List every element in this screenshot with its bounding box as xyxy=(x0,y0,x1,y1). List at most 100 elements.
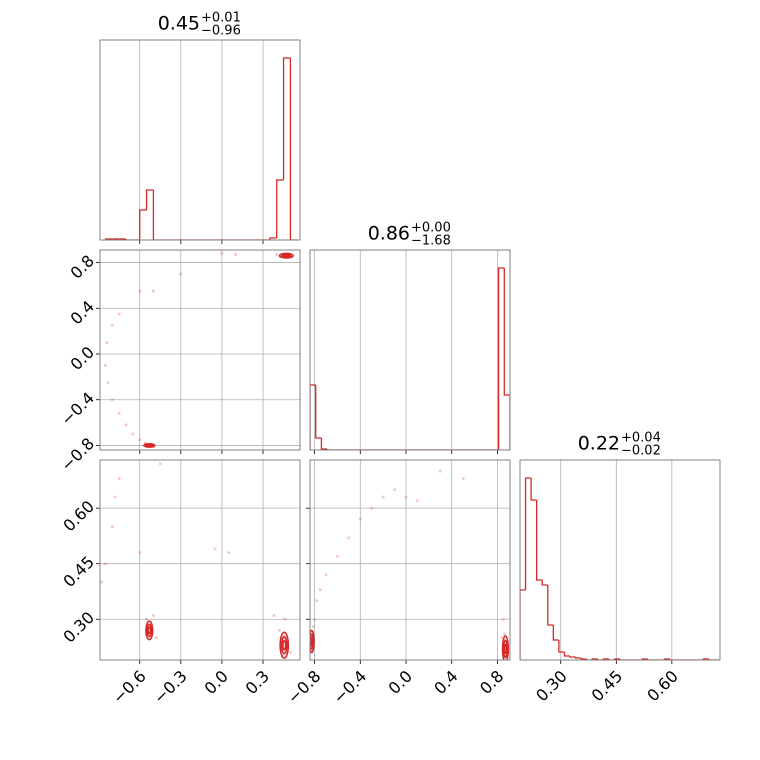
panel xyxy=(310,460,510,660)
sample-point xyxy=(393,488,397,492)
sample-point xyxy=(220,251,224,255)
density-contour xyxy=(283,254,290,258)
panel-frame xyxy=(309,459,511,661)
histogram-step xyxy=(503,268,510,450)
sample-point xyxy=(131,432,135,436)
panel xyxy=(100,250,300,450)
x-tick-label: 0.60 xyxy=(643,667,682,706)
sample-point xyxy=(315,599,319,603)
panel-frame xyxy=(309,249,511,451)
sample-point xyxy=(138,438,142,442)
panel-title: 0.22 xyxy=(578,433,620,455)
title-lower-error: −1.68 xyxy=(411,234,451,249)
sample-point xyxy=(501,617,505,621)
x-tick-label: −0.3 xyxy=(150,667,191,708)
histogram-step xyxy=(320,438,328,450)
sample-point xyxy=(145,617,149,621)
x-tick-label: 0.8 xyxy=(476,667,507,698)
y-tick-label: 0.8 xyxy=(67,251,98,282)
density-contour xyxy=(280,636,288,655)
title-upper-error: +0.01 xyxy=(201,11,241,26)
y-tick-label: 0.0 xyxy=(67,343,98,374)
sample-point xyxy=(138,551,142,555)
histogram-step xyxy=(139,209,147,240)
sample-point xyxy=(158,462,162,466)
density-contour xyxy=(503,643,508,655)
sample-point xyxy=(313,617,317,621)
histogram-step xyxy=(569,656,576,658)
sample-point xyxy=(277,628,281,632)
histogram-step xyxy=(282,57,291,180)
sample-point xyxy=(234,253,238,257)
panel xyxy=(520,460,720,660)
sample-point xyxy=(335,554,339,558)
sample-point xyxy=(110,323,114,327)
x-tick-label: 0.0 xyxy=(200,667,231,698)
sample-point xyxy=(110,398,114,402)
sample-point xyxy=(461,477,465,481)
sample-point xyxy=(502,632,506,636)
histogram-step xyxy=(152,190,161,240)
sample-point xyxy=(117,411,121,415)
histogram-step xyxy=(315,385,322,439)
sample-point xyxy=(404,495,408,499)
x-tick-label: 0.4 xyxy=(430,667,461,698)
histogram-step xyxy=(326,449,333,450)
histogram-step xyxy=(289,58,298,240)
panel xyxy=(310,250,510,450)
histogram-step xyxy=(669,659,676,660)
sample-point xyxy=(415,499,419,503)
histogram-step xyxy=(586,659,593,660)
title-upper-error: +0.00 xyxy=(411,221,451,236)
histogram-step xyxy=(647,659,654,660)
sample-point xyxy=(103,363,107,367)
sample-point xyxy=(347,536,351,540)
x-tick-label: 0.0 xyxy=(385,667,416,698)
panel-title: 0.86 xyxy=(368,223,410,245)
sample-point xyxy=(283,617,287,621)
x-tick-label: 0.30 xyxy=(532,667,571,706)
histogram-step xyxy=(547,585,554,626)
x-tick-label: 0.3 xyxy=(242,667,273,698)
sample-point xyxy=(154,636,158,640)
x-tick-label: 0.45 xyxy=(588,667,627,706)
histogram-step xyxy=(520,589,526,660)
sample-point xyxy=(227,551,231,555)
x-tick-label: −0.4 xyxy=(329,667,370,708)
histogram-step xyxy=(619,659,626,660)
histogram-step xyxy=(580,658,587,660)
sample-point xyxy=(117,312,121,316)
histogram-step xyxy=(563,652,570,657)
panel-frame xyxy=(519,459,721,661)
histogram-step xyxy=(269,237,277,240)
histogram-step xyxy=(558,640,565,653)
sample-point xyxy=(113,495,117,499)
sample-point xyxy=(106,381,110,385)
histogram-step xyxy=(608,659,615,660)
sample-point xyxy=(138,289,142,293)
sample-point xyxy=(100,580,103,584)
sample-point xyxy=(358,517,362,521)
density-contour xyxy=(310,636,314,647)
histogram-step xyxy=(708,659,715,660)
sample-point xyxy=(272,614,276,618)
density-contour xyxy=(502,639,509,659)
sample-point xyxy=(381,495,385,499)
sample-point xyxy=(124,423,128,427)
panel-frame xyxy=(99,249,301,451)
y-tick-label: 0.60 xyxy=(59,497,98,536)
histogram-step xyxy=(574,657,582,659)
sample-point xyxy=(103,562,107,566)
histogram-step xyxy=(276,179,284,238)
y-tick-label: −0.4 xyxy=(57,388,98,429)
sample-point xyxy=(105,341,109,345)
density-contour xyxy=(146,623,153,638)
title-lower-error: −0.96 xyxy=(201,24,241,39)
x-tick-label: −0.6 xyxy=(109,667,150,708)
histogram-step xyxy=(530,478,537,501)
sample-point xyxy=(151,289,155,293)
histogram-step xyxy=(125,239,133,240)
density-contour xyxy=(282,639,287,651)
histogram-step xyxy=(552,625,559,641)
sample-point xyxy=(288,651,292,655)
